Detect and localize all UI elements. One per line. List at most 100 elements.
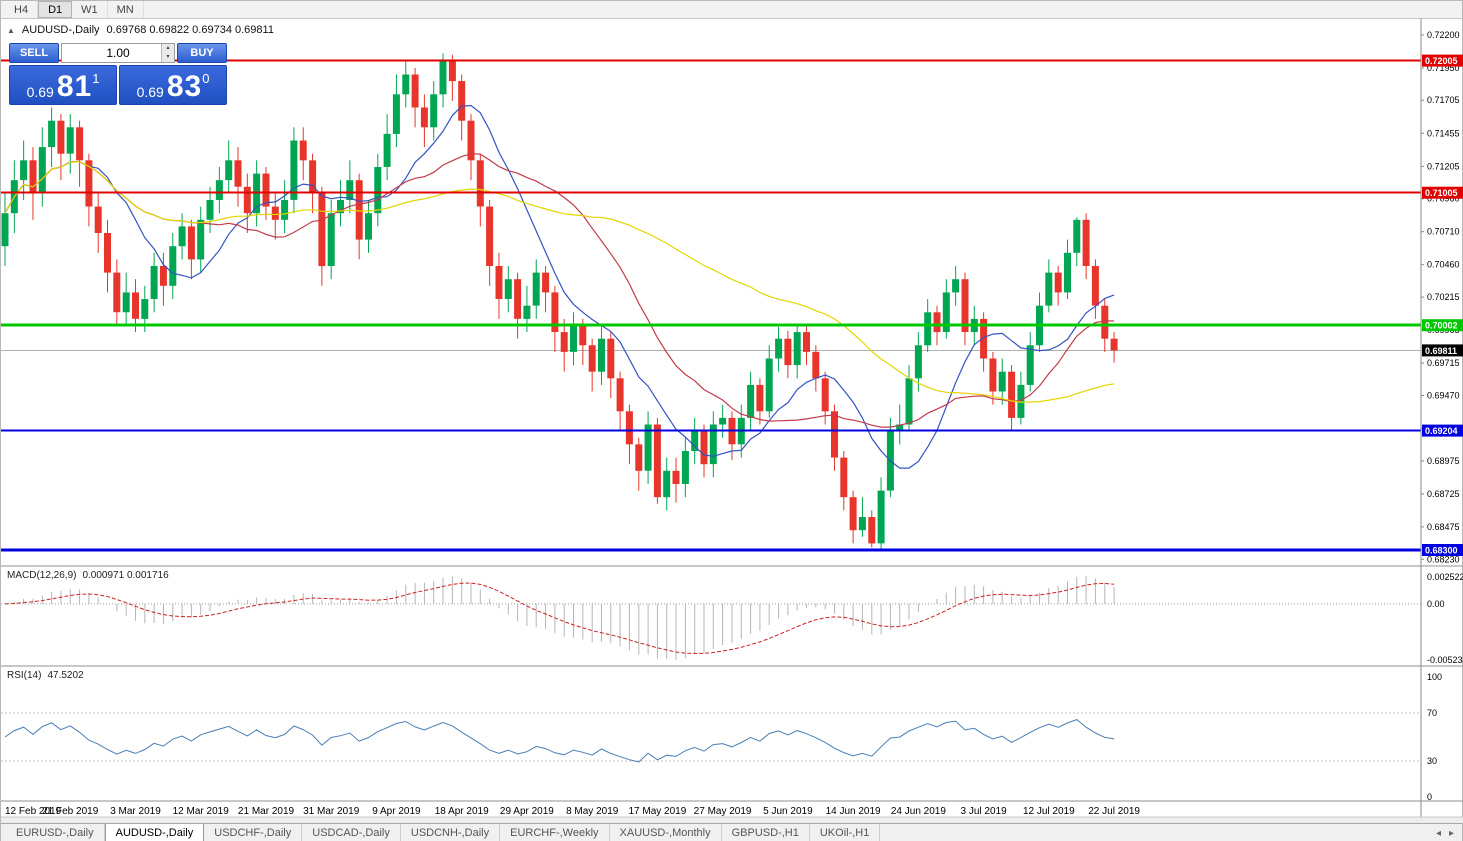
price-badge: 0.71005 (1422, 186, 1463, 199)
svg-text:100: 100 (1427, 672, 1442, 682)
svg-text:0.68975: 0.68975 (1427, 456, 1460, 466)
timeframe-toolbar: H4 D1 W1 MN (1, 1, 1462, 19)
rsi-value: 47.5202 (47, 670, 84, 681)
svg-text:22 Jul 2019: 22 Jul 2019 (1088, 806, 1140, 817)
chart-tab[interactable]: USDCHF-,Daily (204, 824, 303, 841)
rsi-name: RSI(14) (7, 670, 42, 681)
chart-tab[interactable]: EURCHF-,Weekly (500, 824, 610, 841)
svg-text:0.70215: 0.70215 (1427, 292, 1460, 302)
horizontal-scrollbar[interactable] (1, 817, 1463, 823)
chart-header: ▲ AUDUSD-,Daily 0.69768 0.69822 0.69734 … (7, 24, 274, 36)
tab-scroll-right-icon[interactable]: ▸ (1448, 827, 1454, 839)
svg-text:5 Jun 2019: 5 Jun 2019 (763, 806, 813, 817)
svg-text:0.71705: 0.71705 (1427, 95, 1460, 105)
main-pane (1, 53, 1421, 552)
chart-tab[interactable]: USDCAD-,Daily (302, 824, 401, 841)
moving-average-10 (4, 104, 1115, 469)
chart-ohlc-values: 0.69768 0.69822 0.69734 0.69811 (106, 24, 274, 36)
volume-value: 1.00 (106, 46, 130, 60)
price-badge: 0.69811 (1422, 344, 1463, 357)
price-chart-canvas[interactable]: 0.722000.719500.717050.714550.712050.709… (1, 19, 1463, 823)
svg-text:0.69811: 0.69811 (1425, 346, 1457, 356)
svg-text:0.69715: 0.69715 (1427, 358, 1460, 368)
volume-spinner[interactable]: ▴ ▾ (161, 44, 174, 62)
buy-price-prefix: 0.69 (136, 83, 164, 100)
sell-price-sup: 1 (92, 71, 100, 86)
moving-average-50 (4, 161, 1115, 403)
svg-text:12 Mar 2019: 12 Mar 2019 (173, 806, 230, 817)
candles-layer (1, 53, 1118, 550)
spinner-up-icon[interactable]: ▴ (162, 44, 174, 53)
sell-price-button[interactable]: 0.69 81 1 (9, 65, 117, 105)
svg-text:17 May 2019: 17 May 2019 (628, 806, 686, 817)
one-click-price-row: 0.69 81 1 0.69 83 0 (9, 65, 227, 105)
chart-tab[interactable]: AUDUSD-,Daily (104, 824, 205, 841)
macd-pane (1, 576, 1421, 660)
svg-text:0: 0 (1427, 792, 1432, 802)
svg-text:8 May 2019: 8 May 2019 (566, 806, 619, 817)
timeframe-button-w1[interactable]: W1 (72, 1, 108, 18)
price-axis: 0.722000.719500.717050.714550.712050.709… (1420, 19, 1463, 817)
svg-text:0.72200: 0.72200 (1427, 30, 1460, 40)
sell-button[interactable]: SELL (9, 43, 59, 63)
svg-text:0.70460: 0.70460 (1427, 260, 1460, 270)
svg-text:0.69470: 0.69470 (1427, 391, 1460, 401)
svg-text:21 Feb 2019: 21 Feb 2019 (42, 806, 99, 817)
sell-price-prefix: 0.69 (26, 83, 54, 100)
volume-input[interactable]: 1.00 ▴ ▾ (61, 43, 175, 63)
chart-tab[interactable]: USDCNH-,Daily (401, 824, 501, 841)
chart-tab[interactable]: UKOil-,H1 (810, 824, 881, 841)
chart-tab[interactable]: XAUUSD-,Monthly (610, 824, 722, 841)
svg-text:70: 70 (1427, 708, 1437, 718)
macd-name: MACD(12,26,9) (7, 570, 77, 581)
macd-indicator-label: MACD(12,26,9) 0.000971 0.001716 (7, 570, 169, 581)
svg-text:14 Jun 2019: 14 Jun 2019 (826, 806, 881, 817)
timeframe-button-mn[interactable]: MN (108, 1, 144, 18)
one-click-trading-panel: SELL 1.00 ▴ ▾ BUY 0.69 81 1 0.69 (9, 43, 227, 105)
timeframe-button-d1[interactable]: D1 (38, 1, 73, 18)
spinner-down-icon[interactable]: ▾ (162, 53, 174, 62)
svg-text:9 Apr 2019: 9 Apr 2019 (372, 806, 421, 817)
one-click-top-row: SELL 1.00 ▴ ▾ BUY (9, 43, 227, 63)
svg-text:0.68300: 0.68300 (1425, 546, 1458, 556)
svg-text:0.002522: 0.002522 (1427, 572, 1463, 582)
chart-symbol-label: AUDUSD-,Daily (21, 24, 100, 36)
chart-tabs-bar: EURUSD-,Daily AUDUSD-,Daily USDCHF-,Daily U… (1, 823, 1462, 841)
tab-scroll-arrows: ◂ ▸ (1428, 824, 1462, 841)
svg-text:0.70002: 0.70002 (1425, 321, 1458, 331)
buy-price-button[interactable]: 0.69 83 0 (119, 65, 227, 105)
svg-text:27 May 2019: 27 May 2019 (694, 806, 752, 817)
svg-text:0.70710: 0.70710 (1427, 227, 1460, 237)
svg-text:29 Apr 2019: 29 Apr 2019 (500, 806, 554, 817)
svg-text:0.72005: 0.72005 (1425, 56, 1458, 66)
timeframe-button-h4[interactable]: H4 (5, 1, 39, 18)
rsi-line (4, 719, 1115, 763)
chart-tab[interactable]: GBPUSD-,H1 (722, 824, 810, 841)
collapse-panel-icon[interactable]: ▲ (7, 25, 15, 35)
svg-text:24 Jun 2019: 24 Jun 2019 (891, 806, 946, 817)
svg-text:30: 30 (1427, 756, 1437, 766)
macd-signal-line (4, 582, 1115, 654)
svg-text:31 Mar 2019: 31 Mar 2019 (303, 806, 360, 817)
chart-tabs: EURUSD-,Daily AUDUSD-,Daily USDCHF-,Daily U… (6, 824, 881, 841)
svg-text:0.68725: 0.68725 (1427, 489, 1460, 499)
svg-text:0.71455: 0.71455 (1427, 128, 1460, 138)
macd-values: 0.000971 0.001716 (82, 570, 169, 581)
svg-text:18 Apr 2019: 18 Apr 2019 (435, 806, 489, 817)
buy-button[interactable]: BUY (177, 43, 227, 63)
svg-text:3 Jul 2019: 3 Jul 2019 (961, 806, 1008, 817)
svg-text:0.68475: 0.68475 (1427, 522, 1460, 532)
svg-text:0.69204: 0.69204 (1425, 426, 1458, 436)
price-badge: 0.72005 (1422, 54, 1463, 67)
chart-tab[interactable]: EURUSD-,Daily (6, 824, 105, 841)
price-badge: 0.69204 (1422, 424, 1463, 437)
price-badge: 0.70002 (1422, 319, 1463, 332)
buy-price-sup: 0 (202, 71, 210, 86)
svg-text:12 Jul 2019: 12 Jul 2019 (1023, 806, 1075, 817)
rsi-indicator-label: RSI(14) 47.5202 (7, 670, 84, 681)
svg-text:21 Mar 2019: 21 Mar 2019 (238, 806, 295, 817)
tab-scroll-left-icon[interactable]: ◂ (1435, 827, 1441, 839)
svg-text:0.68230: 0.68230 (1427, 554, 1460, 564)
rsi-pane (1, 712, 1421, 763)
